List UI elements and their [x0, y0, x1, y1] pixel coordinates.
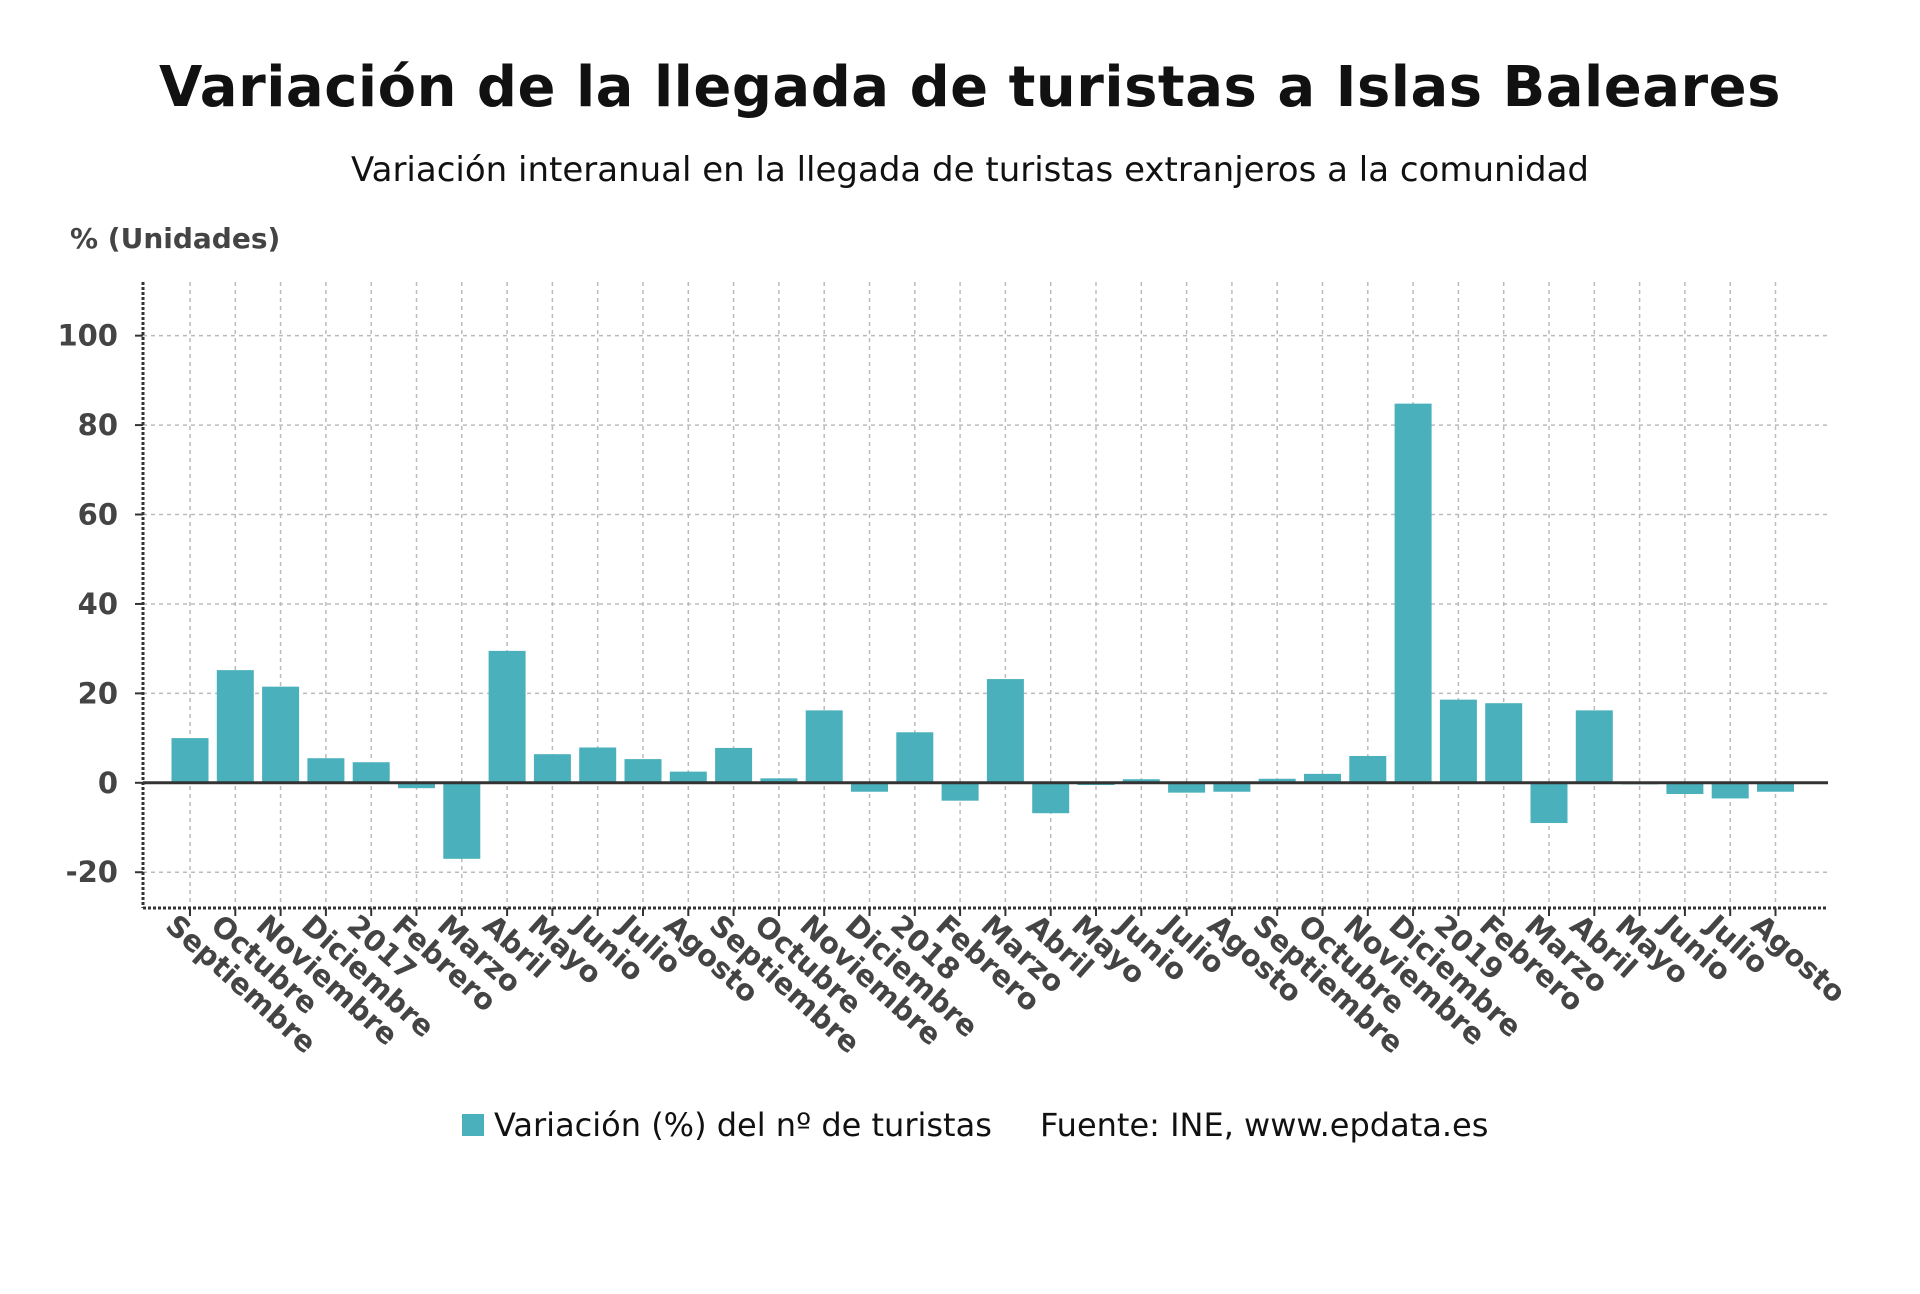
bar — [1575, 710, 1613, 783]
bar — [1711, 782, 1749, 799]
bar — [1485, 703, 1523, 783]
y-tick-label: -20 — [66, 855, 118, 889]
bar — [443, 782, 481, 859]
bar — [1032, 782, 1070, 814]
bar — [1213, 782, 1251, 792]
bar — [579, 747, 617, 783]
bar — [941, 782, 979, 801]
y-tick-label: 80 — [78, 408, 118, 442]
bar — [1168, 782, 1206, 793]
bar — [669, 771, 707, 783]
bars — [171, 403, 1794, 859]
x-axis-ticks: SeptiembreOctubreNoviembreDiciembre2017F… — [159, 907, 1852, 1061]
bar — [715, 747, 753, 783]
legend: Variación (%) del nº de turistas Fuente:… — [462, 1106, 1488, 1144]
bar — [262, 686, 300, 783]
bar — [216, 670, 254, 783]
axes — [135, 282, 1828, 916]
legend-label: Variación (%) del nº de turistas — [494, 1106, 992, 1144]
bar — [1530, 782, 1568, 824]
bar — [398, 782, 435, 789]
gridlines — [143, 282, 1828, 908]
bar — [533, 754, 571, 783]
bar — [805, 710, 843, 783]
bar — [1304, 773, 1341, 783]
bar — [488, 650, 526, 783]
bar — [1349, 755, 1387, 783]
bar — [1666, 782, 1704, 794]
source-note: Fuente: INE, www.epdata.es — [1040, 1106, 1488, 1144]
bar — [986, 679, 1024, 783]
bar — [1757, 782, 1794, 792]
bar — [307, 758, 345, 783]
bar — [896, 732, 934, 783]
y-tick-label: 20 — [78, 676, 118, 710]
chart-subtitle: Variación interanual en la llegada de tu… — [350, 150, 1590, 190]
bar — [1394, 403, 1432, 783]
legend-swatch — [462, 1114, 484, 1136]
y-axis-ticks: -20 0 20 40 60 80 100 — [57, 319, 118, 890]
bar — [352, 762, 390, 783]
bar — [1122, 779, 1160, 783]
y-tick-label: 100 — [57, 319, 118, 353]
y-tick-label: 60 — [78, 498, 118, 532]
y-tick-label: 40 — [78, 587, 118, 621]
bar — [851, 782, 888, 792]
bar — [171, 738, 209, 783]
y-axis-label: % (Unidades) — [70, 222, 280, 255]
y-tick-label: 0 — [98, 766, 118, 800]
bar — [1439, 699, 1477, 783]
bar — [624, 759, 662, 783]
chart-title: Variación de la llegada de turistas a Is… — [159, 55, 1781, 120]
bar — [760, 778, 798, 783]
bar — [1258, 778, 1296, 783]
